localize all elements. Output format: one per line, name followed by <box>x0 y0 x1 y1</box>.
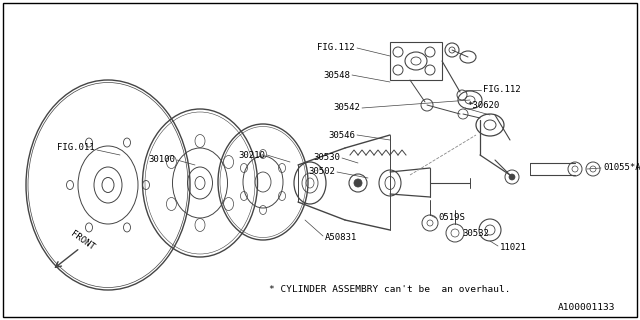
Text: 11021: 11021 <box>500 244 527 252</box>
Text: 01055*A: 01055*A <box>603 164 640 172</box>
Text: 0519S: 0519S <box>438 213 465 222</box>
Circle shape <box>509 174 515 180</box>
Text: 30532: 30532 <box>462 228 489 237</box>
Text: 30100: 30100 <box>148 156 175 164</box>
Circle shape <box>354 179 362 187</box>
Text: FIG.112: FIG.112 <box>317 44 355 52</box>
Text: 30548: 30548 <box>323 70 350 79</box>
Text: A100001133: A100001133 <box>557 303 615 313</box>
Text: FIG.112: FIG.112 <box>483 85 520 94</box>
Text: 30502: 30502 <box>308 167 335 177</box>
Text: *30620: *30620 <box>467 100 499 109</box>
Text: FRONT: FRONT <box>69 229 96 252</box>
Text: FIG.011: FIG.011 <box>58 143 95 153</box>
Bar <box>390 42 442 80</box>
Text: * CYLINDER ASSEMBRY can't be  an overhaul.: * CYLINDER ASSEMBRY can't be an overhaul… <box>269 285 511 294</box>
Text: 30210: 30210 <box>238 150 265 159</box>
Text: 30530: 30530 <box>313 154 340 163</box>
Text: 30546: 30546 <box>328 131 355 140</box>
Text: 30542: 30542 <box>333 103 360 113</box>
Text: A50831: A50831 <box>325 234 357 243</box>
